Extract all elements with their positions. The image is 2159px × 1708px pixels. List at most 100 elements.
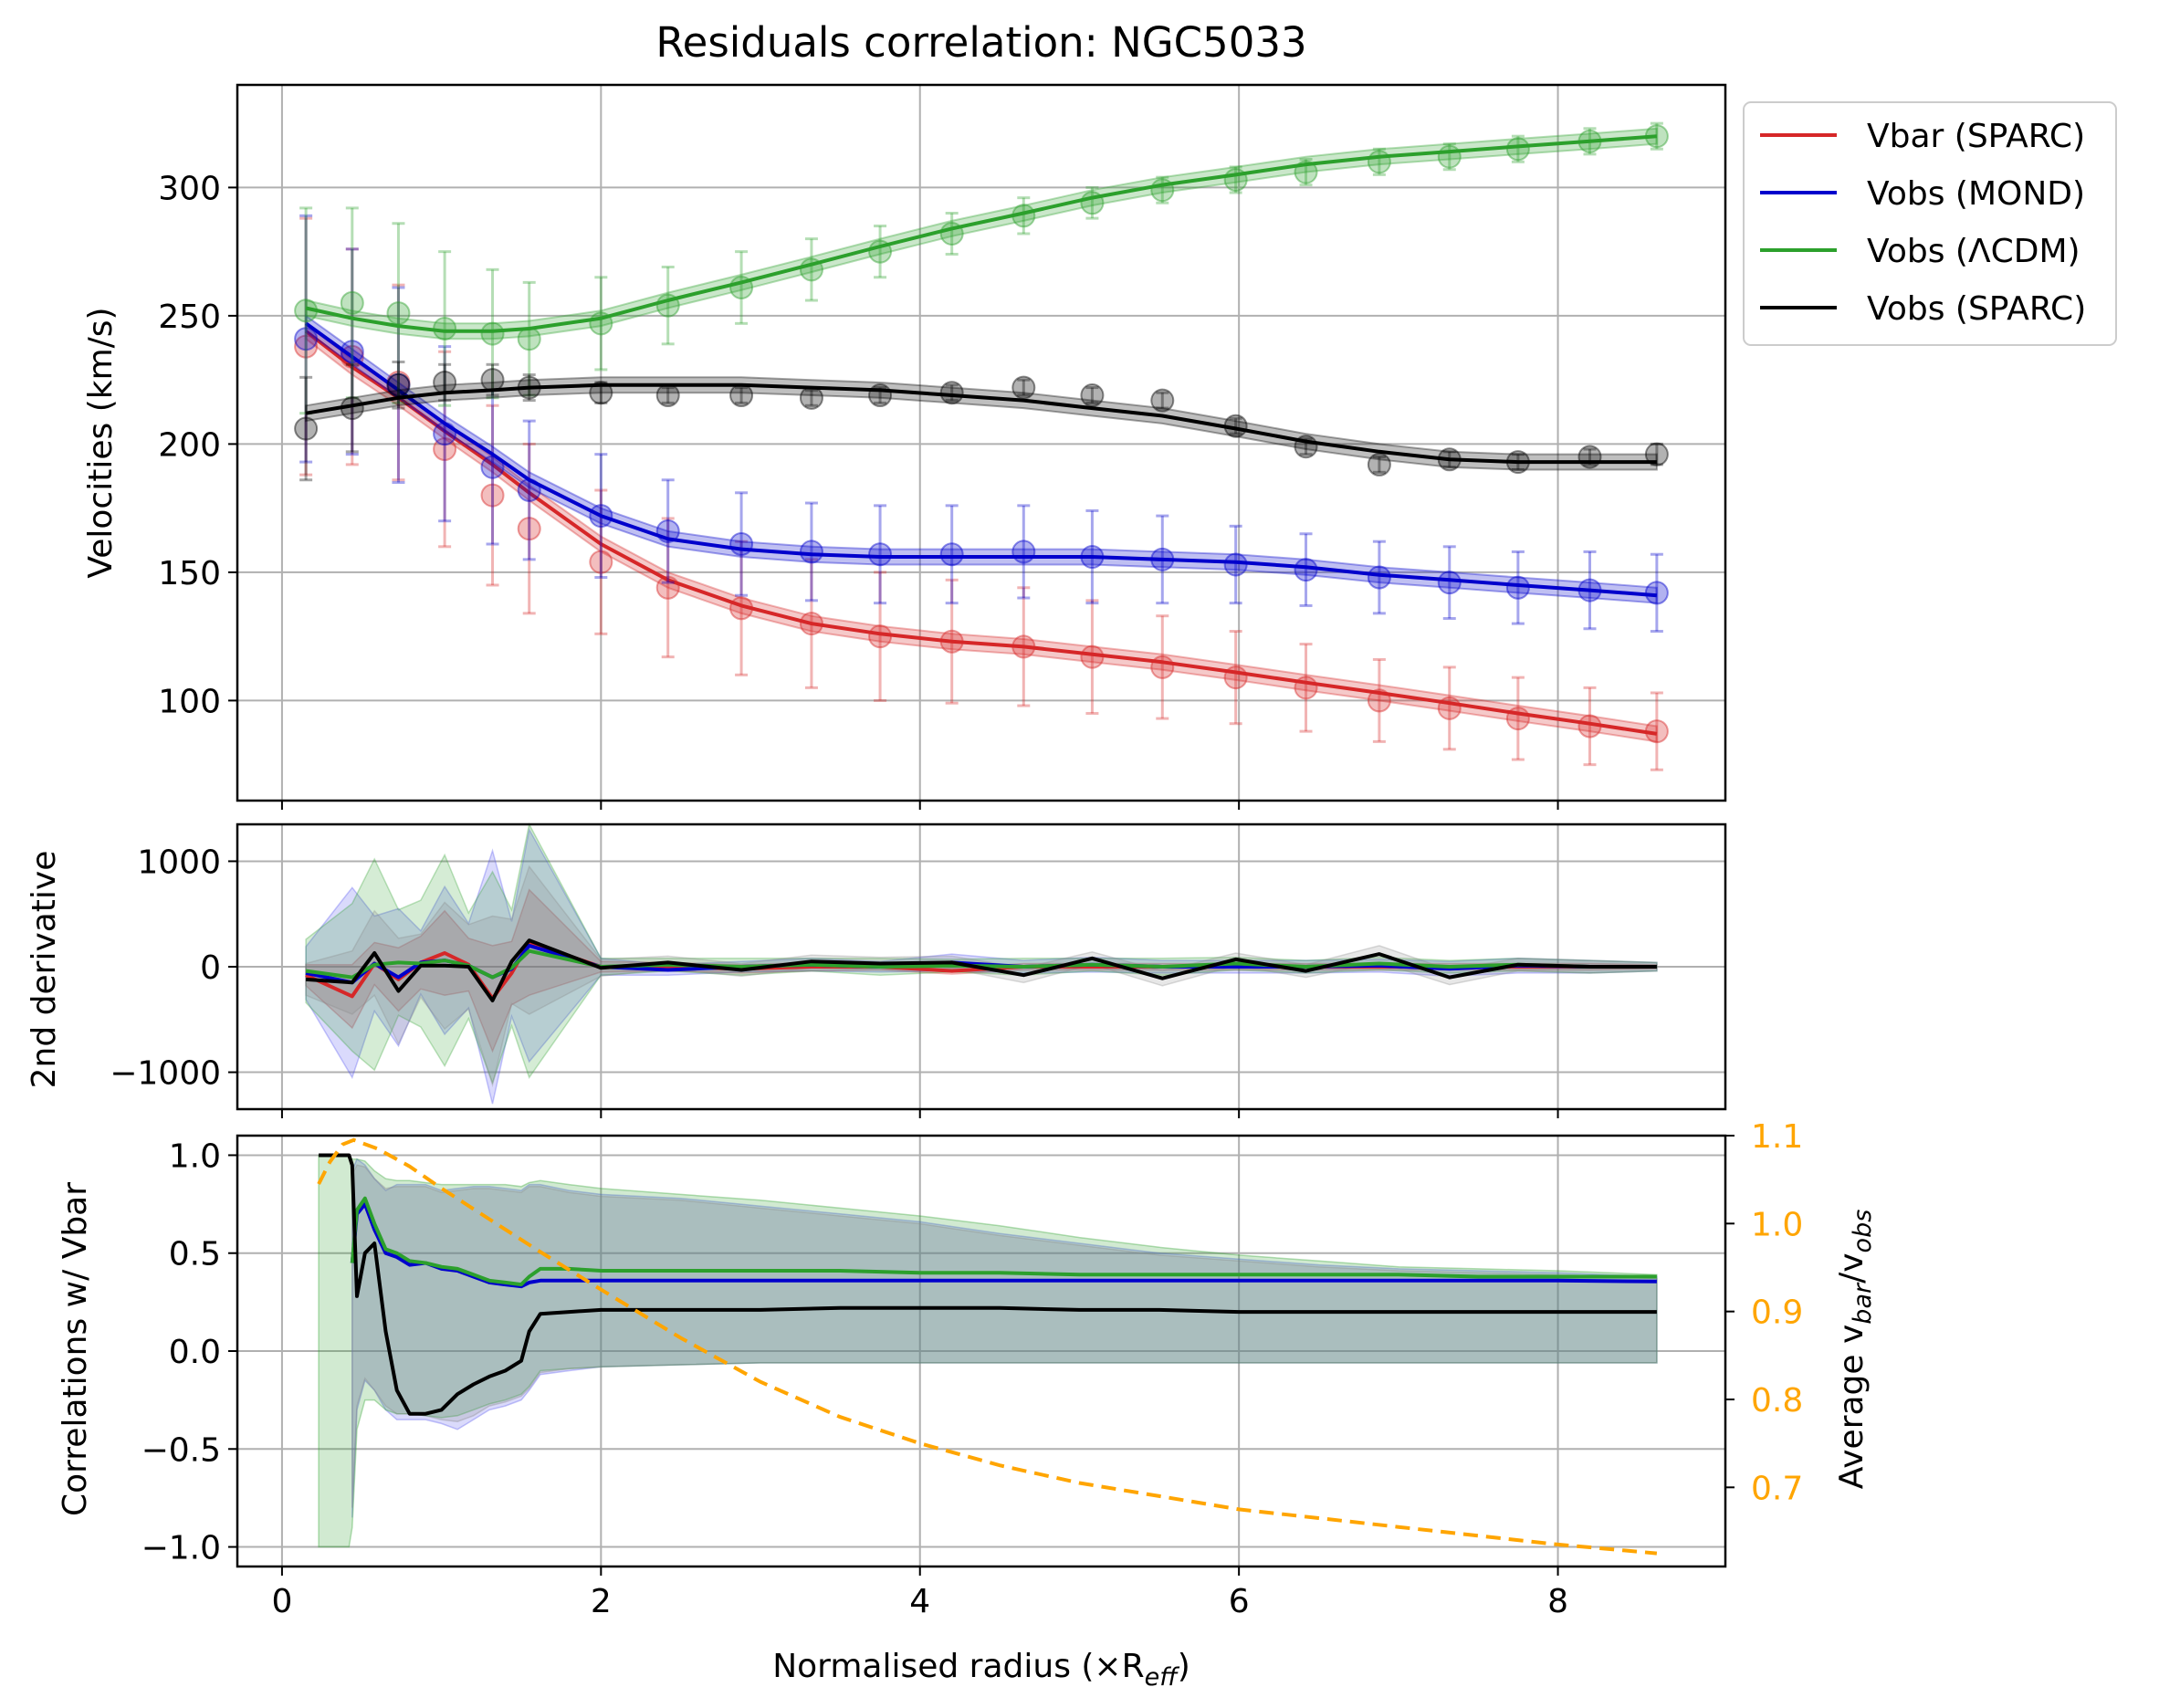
point-vobs-mond (433, 422, 457, 446)
point-vobs-sparc (1367, 452, 1391, 477)
y2-tick-label: 0.9 (1751, 1294, 1803, 1332)
legend-item-vbar-sparc: Vbar (SPARC) (1760, 118, 2085, 155)
y-tick-label: 0.0 (169, 1334, 221, 1371)
y-tick-label: 250 (158, 299, 221, 336)
point-vobs-mond (939, 542, 964, 567)
correlation-ticks: 0 2 4 6 8 −1.0 −0.5 0.0 0.5 1.0 0.7 0.8 0.9 1.0 1.1 (141, 1118, 1804, 1620)
y-tick-label: −0.5 (141, 1431, 221, 1469)
y-tick-label: 0 (200, 949, 221, 987)
legend-label-vobs-mond: Vobs (MOND) (1867, 175, 2085, 213)
y2-tick-label: 0.7 (1751, 1470, 1803, 1507)
x-tick-label: 0 (271, 1583, 292, 1620)
point-vbar-sparc (589, 550, 613, 574)
line-vobs-sparc (305, 938, 1657, 1002)
series-vobs-mond (294, 214, 1669, 634)
y-tick-label: 0.5 (169, 1236, 221, 1273)
point-vobs-mond (294, 327, 319, 351)
band-vobs-lcdm (318, 1154, 1658, 1548)
point-vobs-lcdm (1367, 150, 1391, 174)
x-tick-label: 4 (909, 1583, 930, 1620)
correlation-series (317, 1137, 1658, 1556)
y-tick-label: 300 (158, 170, 221, 207)
point-vobs-sparc (589, 381, 613, 405)
point-vobs-sparc (386, 372, 411, 397)
velocity-ylabel: Velocities (km/s) (82, 307, 120, 578)
point-vobs-sparc (480, 368, 505, 393)
line-vobs-sparc (305, 382, 1657, 465)
band-vbar-sparc (305, 321, 1658, 743)
legend-label-vbar-sparc: Vbar (SPARC) (1867, 118, 2085, 155)
point-vobs-mond (1505, 575, 1530, 600)
point-vobs-mond (1223, 552, 1248, 577)
line-average-vbar-vobs (317, 1137, 1658, 1556)
series-vbar-sparc (294, 216, 1669, 771)
band-vobs-sparc (305, 376, 1658, 471)
y-tick-label: −1.0 (141, 1530, 221, 1567)
point-vobs-mond (868, 542, 893, 567)
legend-item-vobs-mond: Vobs (MOND) (1760, 175, 2085, 213)
point-vobs-lcdm (517, 327, 541, 351)
point-vobs-mond (729, 531, 754, 556)
point-vobs-mond (1367, 565, 1391, 590)
band-vobs-sparc (351, 1164, 1658, 1508)
y-tick-label: 100 (158, 683, 221, 720)
point-vobs-sparc (939, 381, 964, 405)
ratio-ylabel: Average vbar/vobs (1833, 1210, 1877, 1490)
point-vobs-sparc (868, 383, 893, 408)
derivative-panel: −1000 0 1000 2nd derivative (26, 822, 1727, 1118)
point-vobs-sparc (1644, 442, 1669, 466)
point-vobs-sparc (655, 383, 680, 408)
point-vobs-mond (799, 540, 823, 564)
point-vobs-mond (1011, 540, 1036, 564)
correlation-panel: 0 2 4 6 8 −1.0 −0.5 0.0 0.5 1.0 0.7 0.8 0.9 1.0 1.1 Co… (57, 1118, 1877, 1692)
point-vobs-sparc (1577, 445, 1602, 469)
y2-tick-label: 0.8 (1751, 1382, 1803, 1420)
legend-item-vobs-sparc: Vobs (SPARC) (1760, 290, 2086, 328)
point-vobs-mond (340, 340, 364, 364)
legend-box (1743, 101, 2117, 346)
x-tick-label: 6 (1229, 1583, 1250, 1620)
point-vobs-sparc (433, 370, 457, 394)
derivative-ylabel: 2nd derivative (26, 851, 63, 1089)
correlation-grid (237, 1136, 1725, 1567)
point-vobs-lcdm (340, 290, 364, 315)
line-vbar-sparc (304, 330, 1658, 736)
y-tick-label: 200 (158, 426, 221, 464)
line-vobs-lcdm (350, 1196, 1657, 1287)
chart-title: Residuals correlation: NGC5033 (655, 18, 1306, 67)
legend-label-vobs-sparc: Vobs (SPARC) (1867, 290, 2086, 328)
line-vobs-mond (304, 321, 1658, 598)
line-vobs-sparc (319, 1153, 1657, 1416)
point-vobs-sparc (1080, 383, 1105, 408)
point-vbar-sparc (294, 334, 319, 359)
y-tick-label: 150 (158, 555, 221, 592)
correlation-xlabel: Normalised radius (×Reff) (772, 1648, 1190, 1692)
point-vobs-sparc (1011, 375, 1036, 400)
point-vobs-lcdm (1437, 144, 1462, 169)
point-vbar-sparc (517, 517, 541, 541)
x-tick-label: 8 (1547, 1583, 1568, 1620)
legend-item-vobs-lcdm: Vobs (ΛCDM) (1760, 233, 2080, 270)
legend: Vbar (SPARC) Vobs (MOND) Vobs (ΛCDM) Vob… (1743, 101, 2117, 346)
point-vobs-sparc (294, 416, 319, 441)
point-vobs-mond (1644, 581, 1669, 605)
derivative-series (305, 822, 1658, 1105)
y2-tick-label: 1.0 (1751, 1206, 1803, 1243)
velocity-axes-frame (236, 83, 1727, 802)
x-tick-label: 2 (591, 1583, 612, 1620)
line-vobs-mond (350, 1202, 1657, 1289)
band-vobs-mond (351, 1158, 1658, 1518)
velocity-series (294, 121, 1669, 771)
velocity-panel: 100 150 200 250 300 Velocities (km/s) (82, 83, 1727, 810)
point-vbar-sparc (480, 483, 505, 508)
velocity-ticks: 100 150 200 250 300 (158, 170, 1559, 810)
y-tick-label: 1000 (137, 844, 221, 881)
point-vobs-sparc (1150, 388, 1175, 413)
point-vobs-lcdm (480, 321, 505, 346)
derivative-ticks: −1000 0 1000 (110, 844, 1559, 1118)
point-vobs-mond (1437, 571, 1462, 595)
point-vobs-mond (386, 372, 411, 397)
point-vbar-sparc (433, 437, 457, 462)
band-vobs-lcdm (305, 822, 1658, 1085)
